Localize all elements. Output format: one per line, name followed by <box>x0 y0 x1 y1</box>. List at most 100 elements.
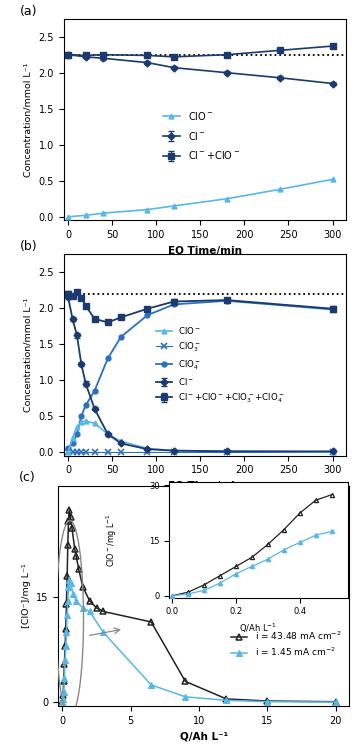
i = 43.48 mA cm$^{-2}$ <box>87 597 92 606</box>
i = 1.45 mA cm$^{-2}$ <box>68 579 73 588</box>
ClO$_3^-$ <box>79 447 83 456</box>
ClO$_4^-$ <box>119 332 123 341</box>
i = 1.45 mA cm$^{-2}$ <box>71 589 75 598</box>
ClO$_4^-$ <box>84 401 88 410</box>
Legend: ClO$^-$, ClO$_3^-$, ClO$_4^-$, Cl$^-$, Cl$^-$+ClO$^-$+ClO$_3^-$+ClO$_4^-$: ClO$^-$, ClO$_3^-$, ClO$_4^-$, Cl$^-$, C… <box>153 322 289 408</box>
ClO$^-$ <box>79 418 83 427</box>
ClO$^-$ <box>145 444 150 453</box>
i = 43.48 mA cm$^{-2}$ <box>81 583 85 592</box>
i = 1.45 mA cm$^{-2}$ <box>61 695 65 704</box>
i = 43.48 mA cm$^{-2}$ <box>68 512 73 521</box>
i = 43.48 mA cm$^{-2}$ <box>149 618 153 627</box>
ClO$^-$ <box>66 212 70 221</box>
Line: i = 43.48 mA cm$^{-2}$: i = 43.48 mA cm$^{-2}$ <box>60 507 339 705</box>
i = 1.45 mA cm$^{-2}$ <box>67 575 71 584</box>
ClO$^-$ <box>101 208 106 217</box>
Y-axis label: ClO$^-$/mg L$^{-1}$: ClO$^-$/mg L$^{-1}$ <box>105 513 119 566</box>
Line: i = 1.45 mA cm$^{-2}$: i = 1.45 mA cm$^{-2}$ <box>60 577 339 705</box>
i = 43.48 mA cm$^{-2}$ <box>70 523 74 532</box>
i = 1.45 mA cm$^{-2}$ <box>64 628 69 637</box>
ClO$^-$ <box>75 422 79 431</box>
i = 43.48 mA cm$^{-2}$ <box>62 677 66 686</box>
i = 1.45 mA cm$^{-2}$ <box>62 687 66 696</box>
i = 43.48 mA cm$^{-2}$ <box>101 607 106 616</box>
i = 43.48 mA cm$^{-2}$ <box>265 696 270 705</box>
i = 43.48 mA cm$^{-2}$ <box>66 516 71 525</box>
X-axis label: Q/Ah L$^{-1}$: Q/Ah L$^{-1}$ <box>240 622 277 635</box>
i = 43.48 mA cm$^{-2}$ <box>63 642 67 651</box>
Line: ClO$_4^-$: ClO$_4^-$ <box>66 298 335 451</box>
ClO$_3^-$ <box>75 447 79 456</box>
ClO$_3^-$ <box>172 447 176 456</box>
ClO$^-$ <box>84 211 88 220</box>
i = 1.45 mA cm$^{-2}$ <box>224 696 229 705</box>
ClO$_3^-$ <box>66 447 70 456</box>
i = 1.45 mA cm$^{-2}$ <box>149 681 153 689</box>
ClO$^-$ <box>106 430 110 438</box>
i = 1.45 mA cm$^{-2}$ <box>101 628 106 637</box>
ClO$_3^-$ <box>84 447 88 456</box>
ClO$_4^-$ <box>331 305 335 314</box>
i = 43.48 mA cm$^{-2}$ <box>72 544 77 553</box>
Y-axis label: [ClO⁻]/mg L⁻¹: [ClO⁻]/mg L⁻¹ <box>21 563 31 628</box>
i = 43.48 mA cm$^{-2}$ <box>60 698 64 707</box>
ClO$^-$ <box>84 417 88 426</box>
Text: (b): (b) <box>20 240 37 253</box>
ClO$_4^-$ <box>225 297 229 306</box>
i = 1.45 mA cm$^{-2}$ <box>60 698 64 707</box>
i = 1.45 mA cm$^{-2}$ <box>81 604 85 613</box>
Line: ClO$^-$: ClO$^-$ <box>66 177 335 219</box>
ClO$_4^-$ <box>145 311 150 320</box>
ClO$_4^-$ <box>79 412 83 421</box>
Y-axis label: Concentration/mmol L⁻¹: Concentration/mmol L⁻¹ <box>24 62 33 177</box>
i = 43.48 mA cm$^{-2}$ <box>333 697 338 706</box>
ClO$^-$ <box>119 437 123 446</box>
Legend: ClO$^-$, Cl$^-$, Cl$^-$+ClO$^-$: ClO$^-$, Cl$^-$, Cl$^-$+ClO$^-$ <box>159 106 244 165</box>
i = 1.45 mA cm$^{-2}$ <box>65 610 69 619</box>
ClO$^-$ <box>70 433 75 442</box>
ClO$_4^-$ <box>75 430 79 438</box>
i = 1.45 mA cm$^{-2}$ <box>87 607 92 616</box>
Text: (c): (c) <box>19 471 36 484</box>
ClO$^-$ <box>172 446 176 455</box>
ClO$_4^-$ <box>66 444 70 453</box>
i = 1.45 mA cm$^{-2}$ <box>265 697 270 706</box>
i = 43.48 mA cm$^{-2}$ <box>62 660 67 669</box>
ClO$_3^-$ <box>145 447 150 456</box>
Legend: i = 43.48 mA cm$^{-2}$, i = 1.45 mA cm$^{-2}$: i = 43.48 mA cm$^{-2}$, i = 1.45 mA cm$^… <box>228 626 345 662</box>
i = 1.45 mA cm$^{-2}$ <box>66 583 71 592</box>
ClO$^-$ <box>277 185 282 194</box>
i = 1.45 mA cm$^{-2}$ <box>66 597 70 606</box>
ClO$^-$ <box>331 175 335 184</box>
i = 43.48 mA cm$^{-2}$ <box>66 541 70 550</box>
i = 43.48 mA cm$^{-2}$ <box>67 506 71 515</box>
Line: ClO$_3^-$: ClO$_3^-$ <box>65 449 335 455</box>
i = 1.45 mA cm$^{-2}$ <box>183 692 187 701</box>
ClO$_4^-$ <box>92 386 97 395</box>
ClO$^-$ <box>331 447 335 456</box>
Y-axis label: Concentration/mmol L⁻¹: Concentration/mmol L⁻¹ <box>24 297 33 412</box>
ClO$_3^-$ <box>70 447 75 456</box>
ClO$_4^-$ <box>106 354 110 363</box>
ClO$_3^-$ <box>225 447 229 456</box>
i = 1.45 mA cm$^{-2}$ <box>333 698 338 707</box>
ClO$_3^-$ <box>106 447 110 456</box>
ClO$_3^-$ <box>92 447 97 456</box>
i = 1.45 mA cm$^{-2}$ <box>63 656 67 665</box>
i = 1.45 mA cm$^{-2}$ <box>74 597 78 606</box>
i = 43.48 mA cm$^{-2}$ <box>76 565 81 574</box>
X-axis label: EO Time/min: EO Time/min <box>168 246 242 255</box>
ClO$^-$ <box>92 419 97 428</box>
i = 43.48 mA cm$^{-2}$ <box>64 600 69 609</box>
i = 1.45 mA cm$^{-2}$ <box>62 674 67 683</box>
ClO$_4^-$ <box>70 439 75 448</box>
ClO$^-$ <box>225 194 229 203</box>
ClO$^-$ <box>172 202 176 211</box>
ClO$^-$ <box>145 205 150 214</box>
ClO$_3^-$ <box>119 447 123 456</box>
X-axis label: Q/Ah L⁻¹: Q/Ah L⁻¹ <box>180 731 228 741</box>
i = 43.48 mA cm$^{-2}$ <box>224 695 229 704</box>
i = 1.45 mA cm$^{-2}$ <box>64 642 68 651</box>
ClO$_4^-$ <box>172 300 176 309</box>
i = 43.48 mA cm$^{-2}$ <box>74 551 78 560</box>
